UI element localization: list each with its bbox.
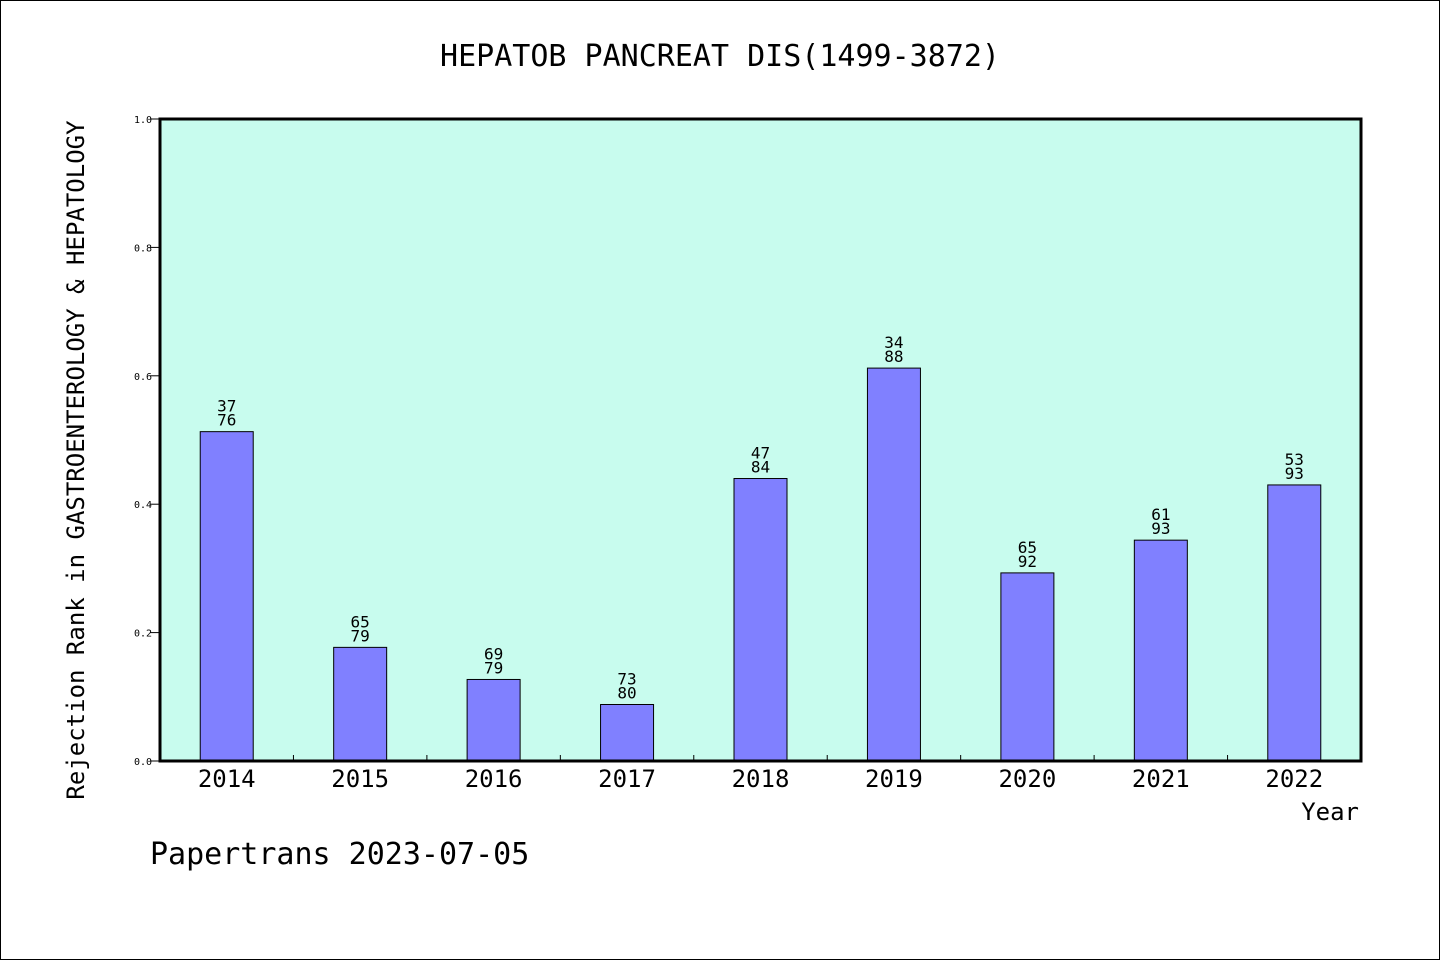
y-tick-label: 0.8 — [134, 243, 152, 254]
bar-2020 — [1000, 572, 1055, 762]
chart-title: HEPATOB PANCREAT DIS(1499-3872) — [440, 39, 1000, 74]
x-tick-label: 2019 — [865, 765, 923, 793]
x-tick-label: 2022 — [1265, 765, 1323, 793]
bar-2019 — [866, 367, 921, 762]
x-tick-label: 2017 — [598, 765, 656, 793]
bar-label-top: 69 — [484, 644, 503, 663]
bar-label-top: 47 — [751, 444, 770, 463]
x-axis: 2014 2015 2016 2017 2018 2019 2020 2021 2022 — [198, 755, 1323, 793]
bar-2014 — [199, 431, 254, 762]
bar-label-top: 53 — [1285, 450, 1304, 469]
y-tick-label: 0.4 — [134, 500, 152, 511]
y-tick-label: 0.2 — [134, 629, 152, 640]
bar-2022 — [1267, 484, 1322, 762]
footer-credit: Papertrans 2023-07-05 — [150, 837, 529, 872]
bar-label-top: 65 — [351, 612, 370, 631]
y-tick-label: 0.6 — [134, 372, 152, 383]
bar-2015 — [333, 646, 388, 762]
bar-2018 — [733, 478, 788, 762]
bars — [199, 367, 1322, 762]
y-axis-title: Rejection Rank in GASTROENTEROLOGY & HEP… — [62, 120, 90, 800]
bar-label-bottom: 79 — [351, 626, 370, 645]
y-axis: 0.0 0.2 0.4 0.6 0.8 1.0 — [134, 115, 160, 768]
bar-label-bottom: 88 — [884, 347, 903, 366]
y-tick-label: 0.0 — [134, 757, 152, 768]
x-tick-label: 2014 — [198, 765, 256, 793]
bar-2016 — [466, 678, 521, 762]
x-tick-label: 2018 — [732, 765, 790, 793]
bar-label-top: 65 — [1018, 538, 1037, 557]
bar-2021 — [1133, 539, 1188, 762]
bar-label-bottom: 93 — [1151, 519, 1170, 538]
bar-label-bottom: 92 — [1018, 552, 1037, 571]
y-tick-label: 1.0 — [134, 115, 152, 126]
bar-label-bottom: 76 — [217, 411, 236, 430]
bar-label-bottom: 84 — [751, 458, 770, 477]
x-tick-label: 2020 — [998, 765, 1056, 793]
bar-label-bottom: 80 — [617, 684, 636, 703]
bar-label-bottom: 79 — [484, 658, 503, 677]
bar-label-top: 37 — [217, 397, 236, 416]
bar-label-top: 61 — [1151, 505, 1170, 524]
bar-label-top: 73 — [617, 670, 636, 689]
bar-2017 — [600, 704, 655, 762]
x-axis-title: Year — [1301, 798, 1359, 826]
bar-label-bottom: 93 — [1285, 464, 1304, 483]
bar-label-top: 34 — [884, 333, 903, 352]
plot-border — [158, 117, 1363, 763]
x-tick-label: 2021 — [1132, 765, 1190, 793]
x-tick-label: 2015 — [331, 765, 389, 793]
x-tick-label: 2016 — [465, 765, 523, 793]
